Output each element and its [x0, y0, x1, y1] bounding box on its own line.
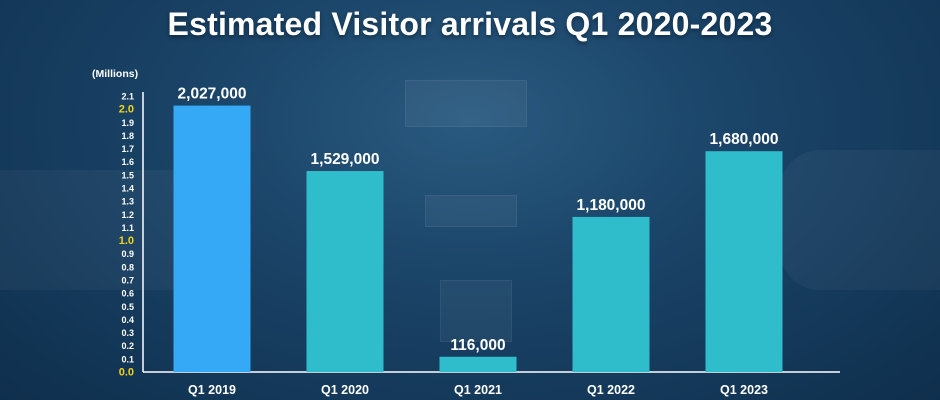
- y-tick-label: 0.9: [121, 249, 134, 259]
- bar: [173, 105, 251, 372]
- y-tick-label: 0.6: [121, 289, 134, 299]
- x-tick-label: Q1 2021: [454, 383, 502, 397]
- data-label: 2,027,000: [178, 86, 247, 103]
- chart-title: Estimated Visitor arrivals Q1 2020-2023: [167, 6, 773, 42]
- y-tick-label: 1.0: [119, 235, 134, 247]
- y-tick-label: 0.8: [121, 262, 134, 272]
- y-axis-unit-label: (Millions): [92, 68, 139, 80]
- background-overhead-panel: [425, 195, 517, 227]
- background-overhead-panel: [405, 80, 527, 127]
- y-tick-label: 0.7: [121, 276, 134, 286]
- y-tick-label: 0.2: [121, 341, 134, 351]
- x-tick-label: Q1 2020: [321, 383, 369, 397]
- x-tick-label: Q1 2022: [587, 383, 635, 397]
- y-tick-label: 1.8: [121, 131, 134, 141]
- y-tick-label: 0.5: [121, 302, 134, 312]
- x-tick-label: Q1 2019: [188, 383, 236, 397]
- data-label: 1,680,000: [710, 131, 779, 148]
- y-tick-label: 1.1: [121, 223, 134, 233]
- background-seat-shape: [780, 150, 940, 290]
- y-tick-label: 1.4: [121, 184, 134, 194]
- bar: [572, 216, 650, 372]
- data-label: 1,529,000: [311, 151, 380, 168]
- y-tick-label: 2.1: [121, 92, 134, 102]
- x-tick-label: Q1 2023: [720, 383, 768, 397]
- y-tick-label: 1.5: [121, 170, 134, 180]
- y-tick-label: 2.0: [119, 104, 134, 116]
- data-label: 116,000: [450, 337, 505, 354]
- y-tick-label: 1.6: [121, 157, 134, 167]
- y-tick-label: 0.4: [121, 315, 134, 325]
- bar: [306, 171, 384, 372]
- background-overhead-panel: [440, 280, 512, 342]
- y-tick-label: 0.0: [119, 367, 134, 379]
- y-tick-label: 1.2: [121, 210, 134, 220]
- y-tick-label: 1.9: [121, 118, 134, 128]
- bar: [705, 151, 783, 372]
- y-tick-label: 0.1: [121, 354, 134, 364]
- y-tick-label: 0.3: [121, 328, 134, 338]
- y-tick-label: 1.7: [121, 144, 134, 154]
- bar: [439, 356, 517, 372]
- data-label: 1,180,000: [577, 197, 646, 214]
- y-tick-label: 1.3: [121, 197, 134, 207]
